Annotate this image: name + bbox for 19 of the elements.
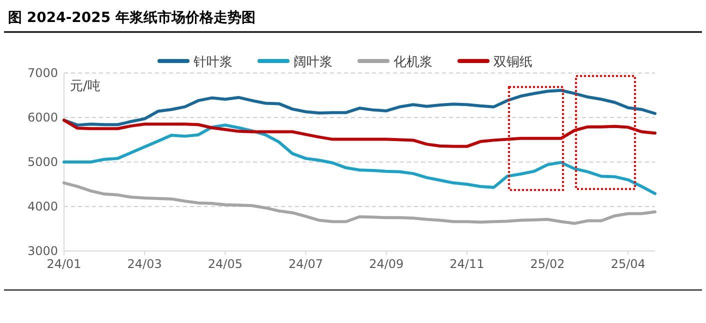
x-tick-label: 25/04 [610, 257, 646, 271]
x-tick-label: 24/03 [127, 257, 162, 271]
y-tick-label: 5000 [27, 155, 58, 169]
x-tick-label: 24/05 [208, 257, 242, 271]
x-tick-label: 24/07 [288, 257, 324, 271]
legend-label: 针叶浆 [192, 55, 232, 70]
y-tick-label: 4000 [27, 200, 58, 214]
x-tick-label: 24/11 [450, 257, 484, 271]
legend-label: 双铜纸 [494, 55, 532, 70]
x-tick-label: 25/02 [530, 257, 565, 271]
legend-label: 化机浆 [394, 55, 432, 70]
x-tick-label: 24/01 [46, 257, 82, 271]
y-axis-title: 元/吨 [70, 79, 100, 94]
x-tick-label: 24/09 [369, 257, 404, 271]
y-tick-label: 7000 [27, 66, 58, 80]
y-tick-label: 3000 [27, 244, 58, 258]
y-tick-label: 6000 [27, 110, 58, 124]
legend-label: 阔叶浆 [294, 55, 332, 70]
chart-title: 图 2024-2025 年浆纸市场价格走势图 [8, 9, 256, 26]
